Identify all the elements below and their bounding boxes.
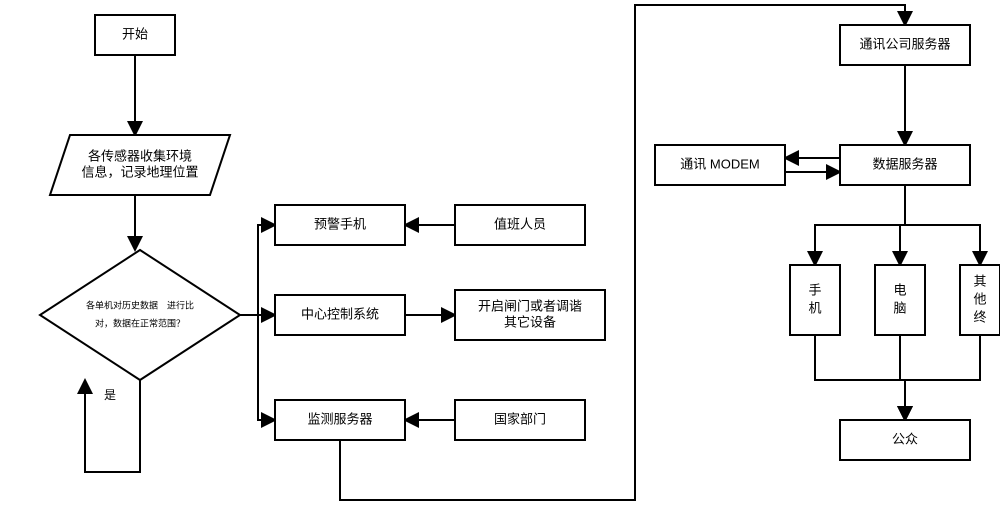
- edge-data_srv-phone: [815, 185, 905, 265]
- svg-text:各传感器收集环境: 各传感器收集环境: [88, 148, 192, 163]
- node-gov_dept: 国家部门: [455, 400, 585, 440]
- node-other_term: 其他终: [960, 265, 1000, 335]
- svg-text:数据服务器: 数据服务器: [872, 156, 937, 171]
- node-public: 公众: [840, 420, 970, 460]
- edge-decision-monitor_srv: [240, 315, 275, 420]
- edge-data_srv-other_term: [905, 185, 980, 265]
- svg-text:信息，记录地理位置: 信息，记录地理位置: [81, 164, 198, 179]
- edge-phone-public: [815, 335, 905, 420]
- svg-text:预警手机: 预警手机: [314, 216, 366, 231]
- svg-text:其它设备: 其它设备: [504, 314, 556, 329]
- node-comm_srv: 通讯公司服务器: [840, 25, 970, 65]
- svg-text:他: 他: [973, 291, 986, 306]
- node-decision: 各单机对历史数据 进行比对，数据在正常范围？: [40, 250, 240, 380]
- svg-text:各单机对历史数据 进行比: 各单机对历史数据 进行比: [86, 299, 194, 310]
- node-phone: 手机: [790, 265, 840, 335]
- edge-monitor_srv-comm_srv: [340, 5, 905, 500]
- svg-text:值班人员: 值班人员: [494, 216, 546, 231]
- svg-text:公众: 公众: [892, 431, 918, 446]
- svg-text:通讯公司服务器: 通讯公司服务器: [859, 36, 950, 51]
- svg-text:开始: 开始: [122, 26, 148, 41]
- node-monitor_srv: 监测服务器: [275, 400, 405, 440]
- edge-decision-alarm_phone: [240, 225, 275, 315]
- svg-text:终: 终: [973, 309, 986, 324]
- svg-text:脑: 脑: [893, 300, 906, 315]
- svg-text:机: 机: [808, 300, 821, 315]
- svg-text:手: 手: [808, 282, 821, 297]
- node-duty_staff: 值班人员: [455, 205, 585, 245]
- node-start: 开始: [95, 15, 175, 55]
- svg-text:电: 电: [893, 282, 906, 297]
- node-collect: 各传感器收集环境信息，记录地理位置: [50, 135, 230, 195]
- svg-text:开启闸门或者调谐: 开启闸门或者调谐: [478, 298, 582, 313]
- label-yes_label: 是: [104, 388, 116, 402]
- flowchart-diagram: 开始各传感器收集环境信息，记录地理位置各单机对历史数据 进行比对，数据在正常范围…: [0, 0, 1000, 527]
- svg-text:监测服务器: 监测服务器: [307, 411, 372, 426]
- svg-text:其: 其: [973, 273, 986, 288]
- svg-text:对，数据在正常范围？: 对，数据在正常范围？: [95, 317, 185, 328]
- node-center_ctrl: 中心控制系统: [275, 295, 405, 335]
- svg-text:通讯 MODEM: 通讯 MODEM: [680, 156, 759, 171]
- node-data_srv: 数据服务器: [840, 145, 970, 185]
- node-computer: 电脑: [875, 265, 925, 335]
- node-modem: 通讯 MODEM: [655, 145, 785, 185]
- svg-text:中心控制系统: 中心控制系统: [301, 306, 379, 321]
- node-open_gate: 开启闸门或者调谐其它设备: [455, 290, 605, 340]
- svg-text:国家部门: 国家部门: [494, 411, 546, 426]
- node-alarm_phone: 预警手机: [275, 205, 405, 245]
- edge-other_term-public: [905, 335, 980, 420]
